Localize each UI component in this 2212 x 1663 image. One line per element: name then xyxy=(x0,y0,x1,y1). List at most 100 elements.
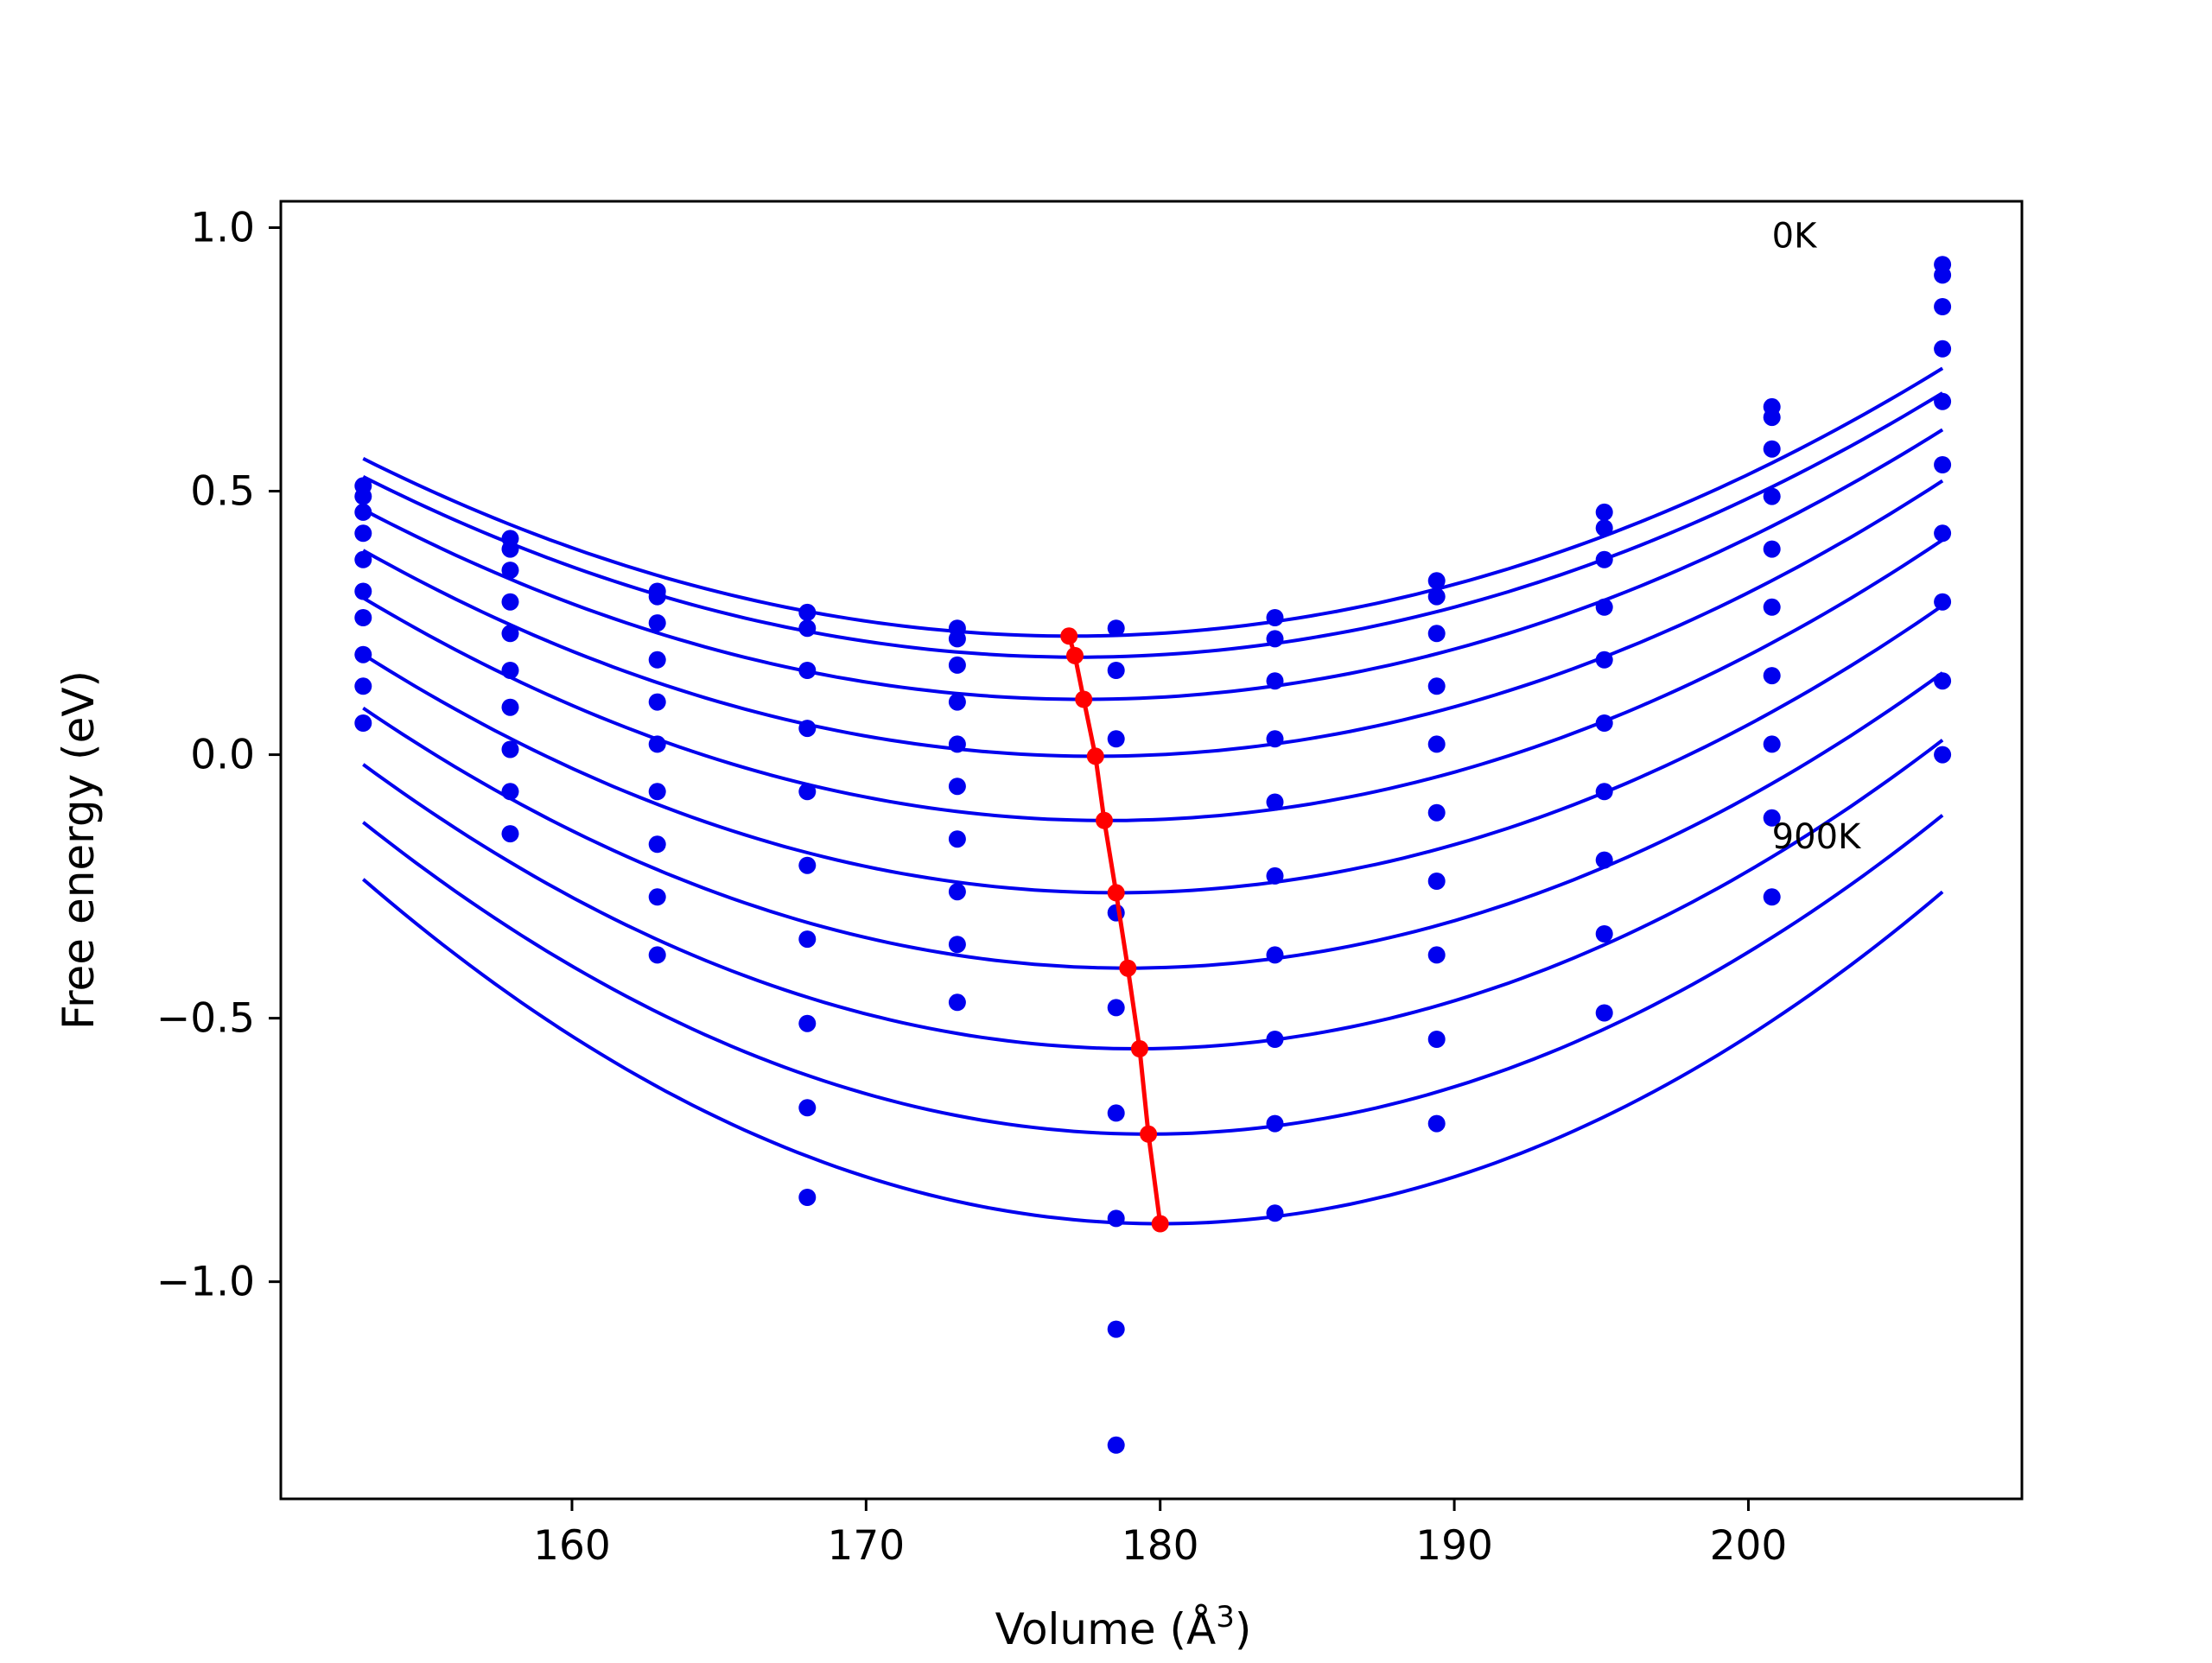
plot-frame xyxy=(279,200,2024,1501)
data-point-s9-4 xyxy=(798,1099,817,1117)
y-tick-label-1: 0.5 xyxy=(190,468,255,516)
data-point-s2-8 xyxy=(1427,587,1446,606)
axes-group: 160 170 180 190 200 1.0 0.5 0.0 −0.5 −1.0 0K 900K xyxy=(156,205,1862,1570)
data-point-s10-4 xyxy=(798,1189,817,1206)
data-point-s8-4 xyxy=(798,1014,817,1032)
x-axis-label-superscript: 3 xyxy=(1216,1600,1235,1634)
data-point-s10-5 xyxy=(948,993,966,1012)
data-point-s9-11 xyxy=(1934,672,1952,690)
data-point-s4-3 xyxy=(648,651,666,669)
data-point-s10-1 xyxy=(354,714,372,732)
data-point-s8-2 xyxy=(501,740,519,759)
data-point-s10-8 xyxy=(1427,1114,1446,1133)
minima-point-4 xyxy=(1086,747,1104,765)
data-point-s8-8 xyxy=(1427,946,1446,964)
data-point-s3-6 xyxy=(1107,730,1125,748)
minima-point-10 xyxy=(1151,1215,1169,1233)
x-tick-label-190: 190 xyxy=(1415,1522,1493,1570)
data-point-s8-7 xyxy=(1266,1031,1284,1048)
data-point-s3-3 xyxy=(648,614,666,632)
data-point-s10-7 xyxy=(1266,1204,1284,1222)
data-point-s4-10 xyxy=(1763,487,1781,505)
data-point-s3-2 xyxy=(501,562,519,580)
data-point-s6-10 xyxy=(1763,598,1781,616)
data-point-s6-6 xyxy=(1107,1104,1125,1122)
data-point-s9-3 xyxy=(648,888,666,906)
data-point-s5-11 xyxy=(1934,392,1952,410)
annotation-0k: 0K xyxy=(1772,217,1818,257)
data-point-s5-9 xyxy=(1595,651,1613,669)
data-point-s9-1 xyxy=(354,677,372,695)
data-point-s2-9 xyxy=(1595,519,1613,537)
data-point-s5-10 xyxy=(1763,540,1781,558)
data-point-s1-6 xyxy=(1107,619,1125,638)
data-point-s2-3 xyxy=(648,587,666,606)
data-point-s6-5 xyxy=(948,778,966,796)
y-axis-label: Free energy (eV) xyxy=(54,670,104,1030)
data-point-s1-8 xyxy=(1427,572,1446,590)
x-tick-label-180: 180 xyxy=(1122,1522,1199,1570)
minima-point-6 xyxy=(1107,884,1125,902)
data-point-s2-10 xyxy=(1763,409,1781,427)
data-point-s4-5 xyxy=(948,693,966,711)
data-point-s2-2 xyxy=(501,540,519,558)
data-point-s9-2 xyxy=(501,783,519,801)
data-points-group xyxy=(354,256,1952,1454)
data-point-s7-11 xyxy=(1934,524,1952,543)
x-tick-label-160: 160 xyxy=(533,1522,611,1570)
fit-curve-2 xyxy=(362,391,1944,659)
data-point-s7-1 xyxy=(354,609,372,626)
data-point-s7-3 xyxy=(648,783,666,801)
fit-curve-8 xyxy=(362,739,1944,1051)
minima-point-9 xyxy=(1140,1125,1158,1143)
fit-curve-7 xyxy=(362,671,1944,970)
fit-curve-1 xyxy=(362,366,1944,638)
data-point-s6-11 xyxy=(1934,456,1952,473)
y-tick-label-4: −1.0 xyxy=(156,1259,255,1306)
data-point-s9-5 xyxy=(948,936,966,954)
data-point-s2-1 xyxy=(354,487,372,505)
data-point-s10-2 xyxy=(501,825,519,843)
minima-line xyxy=(1066,635,1163,1224)
data-point-s7-2 xyxy=(501,698,519,716)
data-point-s6-4 xyxy=(798,856,817,874)
data-point-s6-9 xyxy=(1595,714,1613,732)
data-point-s5-5 xyxy=(948,735,966,753)
minima-point-1 xyxy=(1060,627,1078,645)
minima-point-2 xyxy=(1066,646,1084,664)
data-point-s7-6 xyxy=(1107,1209,1125,1228)
data-point-s8-11 xyxy=(1934,593,1952,611)
data-point-s1-4 xyxy=(798,603,817,621)
data-point-s7-7 xyxy=(1266,946,1284,964)
data-point-s9-8 xyxy=(1427,1031,1446,1048)
x-axis-label-main: Volume (Å xyxy=(995,1604,1217,1654)
data-point-s7-5 xyxy=(948,830,966,848)
data-point-s5-4 xyxy=(798,783,817,801)
y-tick-label-0: 1.0 xyxy=(190,205,255,252)
data-point-s5-8 xyxy=(1427,735,1446,753)
data-point-s3-11 xyxy=(1934,298,1952,315)
data-point-s6-2 xyxy=(501,662,519,679)
data-point-s3-10 xyxy=(1763,440,1781,458)
data-point-s7-10 xyxy=(1763,667,1781,685)
data-point-s3-1 xyxy=(354,503,372,521)
data-point-s5-6 xyxy=(1107,999,1125,1017)
data-point-s8-6 xyxy=(1107,1320,1125,1338)
data-point-s5-1 xyxy=(354,550,372,568)
data-point-s1-9 xyxy=(1595,503,1613,521)
data-point-s3-8 xyxy=(1427,625,1446,643)
data-point-s4-7 xyxy=(1266,730,1284,748)
data-point-s9-6 xyxy=(1107,1436,1125,1454)
y-tick-label-2: 0.0 xyxy=(190,732,255,779)
data-point-s3-7 xyxy=(1266,672,1284,690)
data-point-s2-5 xyxy=(948,630,966,648)
data-point-s7-4 xyxy=(798,930,817,949)
x-tick-label-200: 200 xyxy=(1710,1522,1788,1570)
data-point-s6-3 xyxy=(648,735,666,753)
data-point-s10-3 xyxy=(648,946,666,964)
data-point-s9-7 xyxy=(1266,1114,1284,1133)
data-point-s5-3 xyxy=(648,693,666,711)
data-point-s4-4 xyxy=(798,720,817,738)
